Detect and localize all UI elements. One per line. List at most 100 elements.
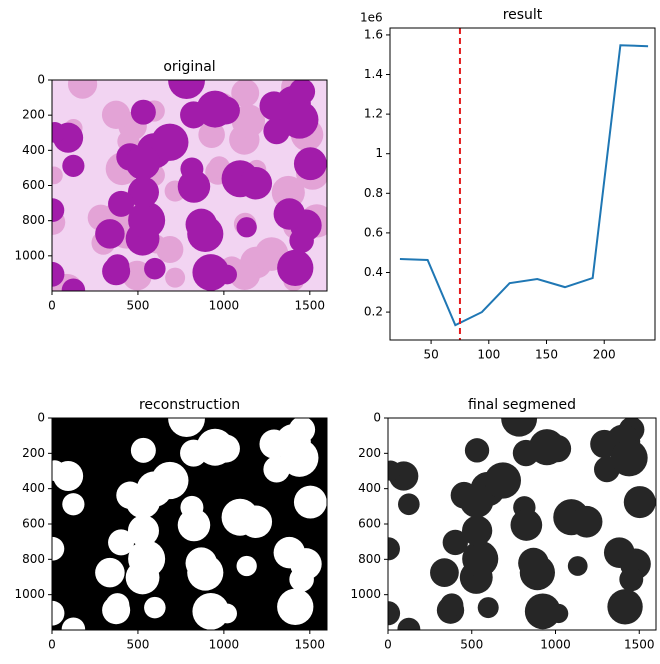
figure: original050010001500020040060080010001e6… [0,0,660,664]
y-tick-label: 200 [22,446,45,460]
y-tick-label: 1000 [14,587,45,601]
y-tick-label: 400 [358,481,381,495]
y-tick-label: 200 [358,446,381,460]
x-tick-label: 100 [477,348,500,362]
y-tick-label: 1000 [14,248,45,262]
cell [95,558,125,588]
subplot-title: final segmened [468,397,576,413]
subplot-title: result [503,7,543,23]
cell [108,191,134,217]
cell [571,506,603,538]
cell [217,265,237,285]
x-tick-label: 1000 [209,638,240,652]
cell [289,567,314,592]
cell [131,100,156,125]
y-tick-label: 600 [22,178,45,192]
cell [126,484,161,519]
y-tick-label: 800 [22,213,45,227]
cell [144,597,166,619]
cell [529,429,565,465]
x-tick-label: 1000 [209,299,240,313]
y-tick-label: 1.6 [364,27,383,41]
cell [126,145,161,180]
y-tick-label: 0 [373,411,381,425]
y-tick-label: 1000 [350,587,381,601]
cell [277,589,313,625]
y-tick-label: 1.2 [364,107,383,121]
x-tick-label: 1500 [295,638,326,652]
cell [106,254,130,278]
cell [217,604,237,624]
cell [294,486,327,519]
cell [281,439,319,477]
x-tick-label: 1500 [295,299,326,313]
offset-label: 1e6 [360,11,383,25]
cell [240,506,272,538]
cell [277,250,313,286]
axes-frame [390,28,655,340]
x-tick-label: 1000 [540,638,571,652]
x-tick-label: 50 [423,348,438,362]
line [400,45,648,325]
faint-cell [45,167,63,185]
y-tick-label: 0 [37,73,45,87]
cell [274,537,305,568]
x-tick-label: 1500 [624,638,655,652]
y-tick-label: 600 [22,517,45,531]
y-tick-label: 200 [22,108,45,122]
x-tick-label: 500 [126,299,149,313]
cell [619,567,643,591]
cell [240,167,272,199]
cell [624,486,656,518]
cell [197,91,234,128]
cell [62,617,85,640]
y-tick-label: 400 [22,143,45,157]
y-tick-label: 0.4 [364,265,383,279]
cell [178,509,211,542]
y-tick-label: 0.8 [364,186,383,200]
y-tick-label: 600 [358,517,381,531]
cell [568,556,588,576]
cell [187,555,223,591]
y-tick-label: 1 [375,146,383,160]
cell [604,537,635,568]
cell [478,597,499,618]
cell [274,198,305,229]
x-tick-label: 150 [535,348,558,362]
x-tick-label: 500 [460,638,483,652]
image [40,62,334,307]
y-tick-label: 800 [22,552,45,566]
cell [443,530,468,555]
cell [460,484,494,518]
cell [511,509,543,541]
cell [45,122,66,143]
cell [520,555,555,590]
cell [62,493,84,515]
image [40,400,327,641]
x-tick-label: 0 [48,299,56,313]
y-tick-label: 1.4 [364,67,383,81]
cell [549,604,568,623]
subplot: original05001000150002004006008001000 [14,59,333,313]
cell [611,439,648,476]
cell [397,618,420,641]
y-tick-label: 800 [358,552,381,566]
subplot-title: reconstruction [139,397,240,413]
cell [45,460,66,481]
x-tick-label: 200 [593,348,616,362]
cell [187,216,223,252]
cell [62,155,84,177]
cell [281,101,319,139]
x-tick-label: 500 [126,638,149,652]
cell [62,278,85,301]
cell [106,593,130,617]
cell [289,228,314,253]
cell [144,258,166,280]
faint-cell [102,101,130,129]
cell [294,147,327,180]
cell [440,593,463,616]
cell [178,170,211,203]
